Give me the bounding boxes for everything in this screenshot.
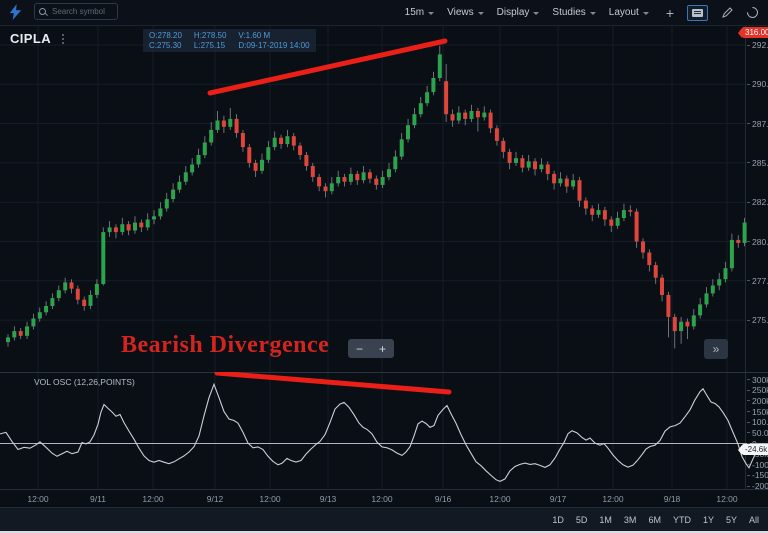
range-button-all[interactable]: All	[748, 515, 759, 525]
candles	[6, 45, 747, 349]
tooltip-low: L:275.15	[193, 41, 226, 50]
price-tick-label: 285.00	[747, 158, 768, 168]
search-input[interactable]	[50, 6, 113, 17]
chevron-down-icon	[477, 12, 484, 15]
oscillator-tick-label: -100k	[747, 460, 768, 470]
price-tick-label: 275.00	[747, 315, 768, 325]
price-tick-label: 287.50	[747, 119, 768, 129]
price-axis-badge: 316.00	[742, 27, 768, 38]
zoom-controls: − +	[348, 339, 394, 358]
time-tick-label: 12:00	[489, 494, 511, 504]
time-axis[interactable]: 12:00 9/11 12:00 9/12 12:00 9/13 12:00 9/16 12:0…	[0, 489, 768, 508]
time-tick-label: 12:00	[142, 494, 164, 504]
time-tick-label: 9/13	[319, 494, 337, 504]
annotation-glyph	[692, 8, 703, 17]
menu-display[interactable]: Display	[497, 7, 540, 18]
time-tick-label: 12:00	[371, 494, 393, 504]
search-icon	[39, 8, 46, 15]
oscillator-tick-label: -150k	[747, 470, 768, 480]
menu-label: Studies	[552, 7, 586, 18]
tooltip-close: C:275.30	[149, 41, 182, 50]
time-tick-label: 12:00	[602, 494, 624, 504]
range-button-5y[interactable]: 5Y	[725, 515, 737, 525]
time-tick-label: 9/12	[206, 494, 224, 504]
oscillator-tick-label: 250k	[747, 385, 768, 395]
menu-label: Layout	[608, 7, 639, 18]
price-tick-label: 290.00	[747, 79, 768, 89]
price-chart-canvas[interactable]	[0, 25, 768, 372]
time-tick-label: 9/17	[549, 494, 567, 504]
refresh-icon[interactable]	[744, 4, 761, 21]
zoom-in-button[interactable]: +	[378, 341, 386, 356]
toolbar-menus: 15m Views Display Studies Layout +	[404, 0, 761, 25]
chevron-down-icon	[642, 12, 649, 15]
range-button-1d[interactable]: 1D	[552, 515, 564, 525]
divergence-annotation-text: Bearish Divergence	[121, 332, 330, 358]
app-logo-icon[interactable]	[9, 4, 22, 25]
tooltip-high: H:278.50	[193, 31, 227, 40]
time-tick-label: 9/18	[663, 494, 681, 504]
range-button-1m[interactable]: 1M	[599, 515, 612, 525]
oscillator-tick-label: 300k	[747, 375, 768, 385]
oscillator-tick-label: 150k	[747, 407, 768, 417]
oscillator-tick-label: 50.0k	[747, 428, 768, 438]
range-button-ytd[interactable]: YTD	[672, 515, 691, 525]
oscillator-tick-label: -200k	[747, 481, 768, 491]
range-button-1y[interactable]: 1Y	[702, 515, 714, 525]
symbol-search-box[interactable]	[34, 3, 118, 20]
window-edge	[0, 531, 768, 533]
price-tick-label: 277.50	[747, 276, 768, 286]
draw-icon[interactable]	[721, 6, 734, 19]
menu-studies[interactable]: Studies	[552, 7, 596, 18]
time-tick-label: 9/16	[434, 494, 452, 504]
ohlc-tooltip: O:278.20 H:278.50 V:1.60 M C:275.30 L:27…	[143, 29, 316, 52]
add-icon[interactable]: +	[665, 4, 674, 21]
menu-label: 15m	[404, 7, 425, 18]
range-button-5d[interactable]: 5D	[575, 515, 588, 525]
oscillator-tick-label: 100.0k	[747, 417, 768, 427]
time-tick-label: 12:00	[716, 494, 738, 504]
bottom-bar: 1D 5D 1M 3M 6M YTD 1Y 5Y All	[0, 507, 768, 532]
tooltip-open: O:278.20	[149, 31, 182, 40]
oscillator-trendline[interactable]	[214, 372, 452, 395]
range-button-6m[interactable]: 6M	[648, 515, 661, 525]
price-tick-label: 292.50	[747, 40, 768, 50]
chevron-down-icon	[589, 12, 596, 15]
price-tick-label: 282.50	[747, 197, 768, 207]
price-tick-label: 280.00	[747, 237, 768, 247]
scroll-to-latest-button[interactable]: »	[704, 339, 728, 359]
time-tick-label: 12:00	[259, 494, 281, 504]
oscillator-chart-canvas[interactable]	[0, 372, 768, 489]
menu-layout[interactable]: Layout	[609, 7, 649, 18]
top-toolbar: 15m Views Display Studies Layout +	[0, 0, 768, 26]
symbol-name: CIPLA	[10, 31, 51, 46]
price-trendline[interactable]	[207, 38, 448, 96]
tooltip-volume: V:1.60 M	[238, 31, 271, 40]
time-tick-label: 9/11	[90, 494, 106, 504]
chevron-down-icon	[533, 12, 540, 15]
study-label: VOL OSC (12,26,POINTS)	[34, 377, 135, 387]
annotation-icon[interactable]	[687, 4, 708, 21]
menu-views[interactable]: Views	[447, 7, 484, 18]
range-button-3m[interactable]: 3M	[623, 515, 637, 525]
menu-label: Views	[447, 7, 474, 18]
time-tick-label: 12:00	[27, 494, 49, 504]
symbol-menu-icon[interactable]	[60, 32, 66, 46]
menu-label: Display	[496, 7, 530, 18]
chevron-down-icon	[428, 12, 435, 15]
menu-15m[interactable]: 15m	[404, 7, 435, 18]
tooltip-date: D:09-17-2019 14:00	[238, 41, 310, 50]
oscillator-tick-label: 200k	[747, 396, 768, 406]
oscillator-value-badge: -24.6k	[742, 444, 768, 455]
symbol-row: CIPLA	[10, 31, 66, 46]
zoom-out-button[interactable]: −	[355, 341, 363, 356]
vol-osc-line	[0, 382, 762, 483]
range-selector: 1D 5D 1M 3M 6M YTD 1Y 5Y All	[548, 508, 763, 532]
